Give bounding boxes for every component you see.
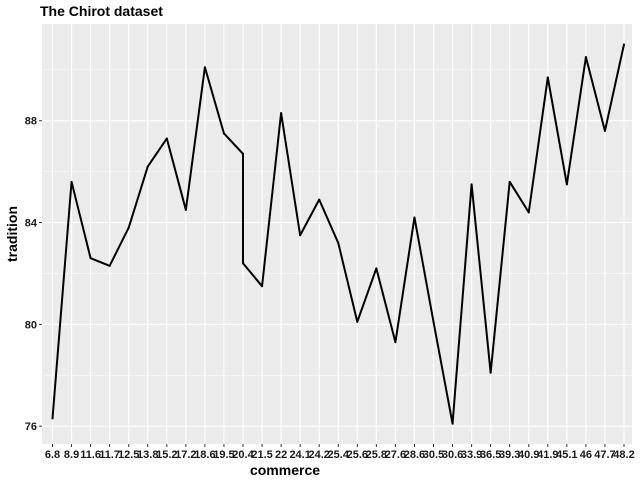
x-tick-label: 17.2 — [175, 449, 196, 461]
x-tick-label: 48.2 — [613, 449, 634, 461]
data-point — [127, 226, 130, 229]
data-point — [584, 56, 587, 59]
x-tick-label: 45.1 — [556, 449, 577, 461]
x-tick-label: 40.9 — [518, 449, 539, 461]
data-point — [242, 152, 244, 155]
x-tick-label: 25.4 — [328, 449, 350, 461]
data-point — [527, 211, 530, 214]
chart-title: The Chirot dataset — [40, 3, 163, 19]
series-line — [51, 44, 625, 425]
y-tick-label: 80 — [25, 319, 37, 331]
x-tick-label: 22 — [275, 449, 287, 461]
data-point — [89, 257, 92, 260]
x-tick-label: 21.5 — [251, 449, 272, 461]
x-tick-label: 18.6 — [194, 449, 215, 461]
x-tick-label: 24.1 — [289, 449, 310, 461]
x-tick-label: 36.5 — [480, 449, 501, 461]
y-tick-label: 84 — [25, 218, 38, 230]
x-tick-label: 30.6 — [442, 449, 463, 461]
data-point — [432, 320, 435, 323]
x-axis: 6.8 8.9 11.611.712.513.815.217.218.619.520… — [45, 444, 635, 461]
plot-panel — [42, 24, 632, 444]
x-tick-label: 30.5 — [423, 449, 444, 461]
grid-minor — [42, 69, 632, 376]
x-tick-label: 27.6 — [385, 449, 406, 461]
y-axis: 76 80 84 88 — [25, 116, 42, 433]
data-point — [356, 320, 359, 323]
grid-major — [42, 24, 632, 444]
data-point — [318, 198, 321, 201]
data-point — [489, 371, 492, 374]
data-point — [261, 285, 264, 288]
data-point — [184, 208, 187, 211]
x-tick-label: 46 — [580, 449, 592, 461]
x-tick-label: 13.8 — [137, 449, 158, 461]
data-point — [623, 43, 625, 46]
x-tick-label: 25.6 — [347, 449, 368, 461]
data-point — [451, 422, 454, 425]
x-tick-label: 39.3 — [499, 449, 520, 461]
x-tick-label: 8.9 — [64, 449, 79, 461]
data-point — [51, 417, 54, 420]
data-point — [546, 76, 549, 79]
x-tick-label: 28.6 — [404, 449, 425, 461]
x-axis-title: commerce — [250, 462, 320, 478]
x-tick-label: 41.9 — [537, 449, 558, 461]
data-point — [165, 137, 168, 140]
x-tick-label: 12.5 — [118, 449, 139, 461]
x-tick-label: 47.7 — [594, 449, 615, 461]
data-point — [565, 183, 568, 186]
y-axis-title: tradition — [4, 206, 20, 262]
x-tick-label: 33.9 — [461, 449, 482, 461]
x-tick-label: 15.2 — [156, 449, 177, 461]
data-point — [337, 241, 340, 244]
x-tick-label: 25.8 — [366, 449, 387, 461]
y-tick-label: 76 — [25, 421, 37, 433]
data-point — [375, 267, 378, 270]
data-point — [70, 180, 73, 183]
series-layer — [51, 43, 625, 425]
data-point — [222, 132, 225, 135]
data-point — [394, 341, 397, 344]
x-tick-label: 11.7 — [99, 449, 120, 461]
data-point — [242, 262, 244, 265]
data-point — [108, 264, 111, 267]
x-tick-label: 6.8 — [45, 449, 60, 461]
data-point — [280, 112, 283, 115]
data-point — [470, 183, 473, 186]
data-point — [508, 180, 511, 183]
y-tick-label: 88 — [25, 116, 37, 128]
data-point — [603, 129, 606, 132]
data-point — [203, 66, 206, 69]
x-tick-label: 24.2 — [308, 449, 329, 461]
x-tick-label: 19.5 — [213, 449, 234, 461]
x-tick-label: 11.6 — [80, 449, 101, 461]
data-point — [299, 234, 302, 237]
data-point — [413, 216, 416, 219]
x-tick-label: 20.4 — [232, 449, 254, 461]
data-point — [146, 165, 149, 168]
